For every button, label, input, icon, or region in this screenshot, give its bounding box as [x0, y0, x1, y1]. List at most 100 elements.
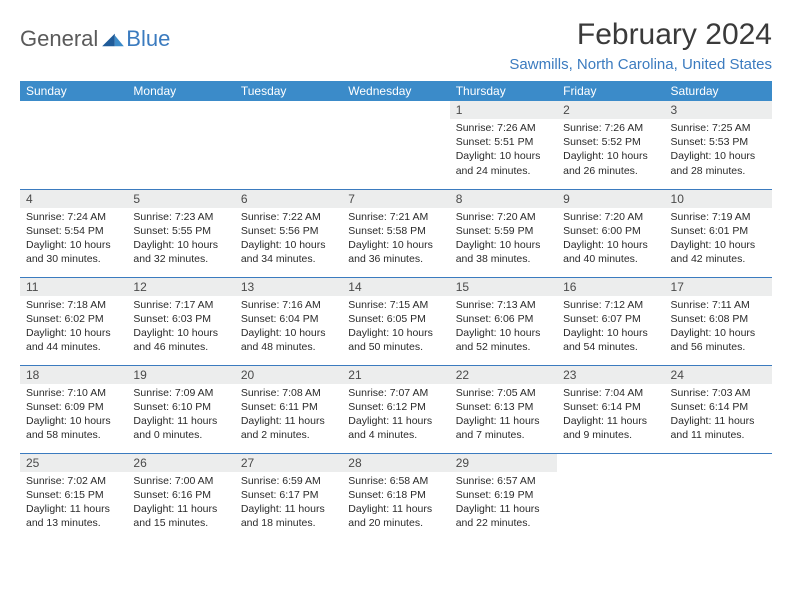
day-line-sr: Sunrise: 7:03 AM: [671, 386, 766, 400]
day-line-d2: and 2 minutes.: [241, 428, 336, 442]
day-line-sr: Sunrise: 7:07 AM: [348, 386, 443, 400]
day-number: 2: [557, 101, 664, 119]
day-line-d2: and 34 minutes.: [241, 252, 336, 266]
day-number: 11: [20, 278, 127, 296]
day-line-ss: Sunset: 5:51 PM: [456, 135, 551, 149]
day-line-d2: and 52 minutes.: [456, 340, 551, 354]
day-number: 12: [127, 278, 234, 296]
day-data: Sunrise: 7:10 AMSunset: 6:09 PMDaylight:…: [20, 384, 127, 447]
day-line-d1: Daylight: 11 hours: [26, 502, 121, 516]
day-line-ss: Sunset: 5:54 PM: [26, 224, 121, 238]
day-line-sr: Sunrise: 7:00 AM: [133, 474, 228, 488]
day-number: 26: [127, 454, 234, 472]
day-line-d1: Daylight: 10 hours: [241, 238, 336, 252]
day-line-d2: and 13 minutes.: [26, 516, 121, 530]
day-line-d2: and 24 minutes.: [456, 164, 551, 178]
day-line-d2: and 46 minutes.: [133, 340, 228, 354]
day-line-d2: and 28 minutes.: [671, 164, 766, 178]
day-header: Tuesday: [235, 81, 342, 101]
day-line-d1: Daylight: 11 hours: [133, 414, 228, 428]
day-line-d1: Daylight: 10 hours: [671, 149, 766, 163]
day-line-sr: Sunrise: 7:04 AM: [563, 386, 658, 400]
day-data: Sunrise: 7:04 AMSunset: 6:14 PMDaylight:…: [557, 384, 664, 447]
calendar-cell: [20, 101, 127, 189]
day-line-d1: Daylight: 10 hours: [133, 238, 228, 252]
day-number: 8: [450, 190, 557, 208]
day-line-d1: Daylight: 10 hours: [671, 326, 766, 340]
day-data: Sunrise: 7:24 AMSunset: 5:54 PMDaylight:…: [20, 208, 127, 271]
day-number: 6: [235, 190, 342, 208]
header: General Blue February 2024 Sawmills, Nor…: [20, 18, 772, 73]
day-header: Monday: [127, 81, 234, 101]
day-line-d1: Daylight: 10 hours: [671, 238, 766, 252]
day-line-sr: Sunrise: 7:10 AM: [26, 386, 121, 400]
day-header: Wednesday: [342, 81, 449, 101]
day-line-sr: Sunrise: 7:20 AM: [563, 210, 658, 224]
day-line-sr: Sunrise: 6:57 AM: [456, 474, 551, 488]
day-number: 15: [450, 278, 557, 296]
day-line-d2: and 15 minutes.: [133, 516, 228, 530]
day-line-d1: Daylight: 11 hours: [348, 502, 443, 516]
day-data: Sunrise: 7:13 AMSunset: 6:06 PMDaylight:…: [450, 296, 557, 359]
day-line-sr: Sunrise: 7:16 AM: [241, 298, 336, 312]
day-data: Sunrise: 7:17 AMSunset: 6:03 PMDaylight:…: [127, 296, 234, 359]
calendar-cell: 2Sunrise: 7:26 AMSunset: 5:52 PMDaylight…: [557, 101, 664, 189]
month-title: February 2024: [509, 18, 772, 52]
calendar-cell: 16Sunrise: 7:12 AMSunset: 6:07 PMDayligh…: [557, 277, 664, 365]
day-number: 20: [235, 366, 342, 384]
calendar-cell: 12Sunrise: 7:17 AMSunset: 6:03 PMDayligh…: [127, 277, 234, 365]
calendar-cell: 10Sunrise: 7:19 AMSunset: 6:01 PMDayligh…: [665, 189, 772, 277]
day-line-sr: Sunrise: 7:09 AM: [133, 386, 228, 400]
calendar-cell: 5Sunrise: 7:23 AMSunset: 5:55 PMDaylight…: [127, 189, 234, 277]
calendar-cell: [127, 101, 234, 189]
day-data: Sunrise: 7:07 AMSunset: 6:12 PMDaylight:…: [342, 384, 449, 447]
day-line-d2: and 0 minutes.: [133, 428, 228, 442]
calendar-cell: 1Sunrise: 7:26 AMSunset: 5:51 PMDaylight…: [450, 101, 557, 189]
day-line-d1: Daylight: 10 hours: [26, 238, 121, 252]
day-line-sr: Sunrise: 7:25 AM: [671, 121, 766, 135]
calendar-cell: 27Sunrise: 6:59 AMSunset: 6:17 PMDayligh…: [235, 453, 342, 541]
day-line-d1: Daylight: 10 hours: [456, 326, 551, 340]
day-data: Sunrise: 6:57 AMSunset: 6:19 PMDaylight:…: [450, 472, 557, 535]
day-line-d2: and 30 minutes.: [26, 252, 121, 266]
day-line-ss: Sunset: 6:11 PM: [241, 400, 336, 414]
day-line-d1: Daylight: 10 hours: [241, 326, 336, 340]
day-line-d1: Daylight: 10 hours: [26, 414, 121, 428]
day-data: Sunrise: 7:11 AMSunset: 6:08 PMDaylight:…: [665, 296, 772, 359]
day-line-d1: Daylight: 10 hours: [563, 238, 658, 252]
day-number: 14: [342, 278, 449, 296]
day-line-d2: and 48 minutes.: [241, 340, 336, 354]
calendar-cell: 18Sunrise: 7:10 AMSunset: 6:09 PMDayligh…: [20, 365, 127, 453]
day-line-ss: Sunset: 6:08 PM: [671, 312, 766, 326]
day-line-sr: Sunrise: 6:58 AM: [348, 474, 443, 488]
day-number: 9: [557, 190, 664, 208]
day-line-d2: and 26 minutes.: [563, 164, 658, 178]
calendar-cell: 13Sunrise: 7:16 AMSunset: 6:04 PMDayligh…: [235, 277, 342, 365]
calendar-body: 1Sunrise: 7:26 AMSunset: 5:51 PMDaylight…: [20, 101, 772, 541]
day-number: 24: [665, 366, 772, 384]
logo-text-general: General: [20, 26, 98, 52]
day-number: 29: [450, 454, 557, 472]
day-data: Sunrise: 7:21 AMSunset: 5:58 PMDaylight:…: [342, 208, 449, 271]
day-line-ss: Sunset: 6:09 PM: [26, 400, 121, 414]
calendar-cell: 28Sunrise: 6:58 AMSunset: 6:18 PMDayligh…: [342, 453, 449, 541]
day-data: Sunrise: 7:16 AMSunset: 6:04 PMDaylight:…: [235, 296, 342, 359]
day-line-d1: Daylight: 10 hours: [348, 326, 443, 340]
day-line-sr: Sunrise: 7:05 AM: [456, 386, 551, 400]
day-line-ss: Sunset: 6:10 PM: [133, 400, 228, 414]
day-data: Sunrise: 7:08 AMSunset: 6:11 PMDaylight:…: [235, 384, 342, 447]
calendar-cell: 9Sunrise: 7:20 AMSunset: 6:00 PMDaylight…: [557, 189, 664, 277]
day-number: 19: [127, 366, 234, 384]
calendar-table: Sunday Monday Tuesday Wednesday Thursday…: [20, 81, 772, 541]
calendar-cell: 25Sunrise: 7:02 AMSunset: 6:15 PMDayligh…: [20, 453, 127, 541]
day-data: Sunrise: 7:23 AMSunset: 5:55 PMDaylight:…: [127, 208, 234, 271]
day-number: 17: [665, 278, 772, 296]
day-line-d2: and 22 minutes.: [456, 516, 551, 530]
day-line-d2: and 18 minutes.: [241, 516, 336, 530]
calendar-week-row: 1Sunrise: 7:26 AMSunset: 5:51 PMDaylight…: [20, 101, 772, 189]
day-line-ss: Sunset: 6:04 PM: [241, 312, 336, 326]
calendar-cell: 21Sunrise: 7:07 AMSunset: 6:12 PMDayligh…: [342, 365, 449, 453]
logo: General Blue: [20, 18, 170, 52]
calendar-cell: 19 Sunrise: 7:09 AMSunset: 6:10 PMDayligh…: [127, 365, 234, 453]
day-line-sr: Sunrise: 7:11 AM: [671, 298, 766, 312]
